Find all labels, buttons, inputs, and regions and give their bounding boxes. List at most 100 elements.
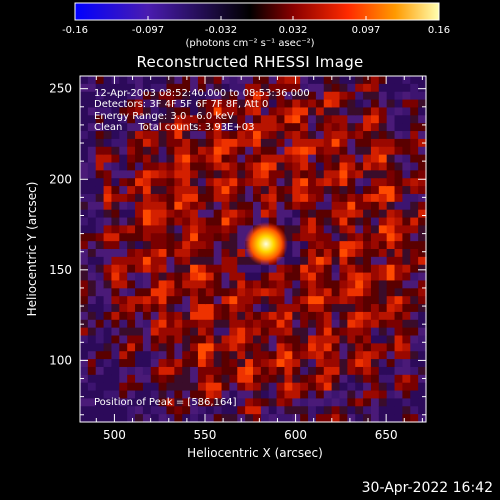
heatmap-cell bbox=[410, 91, 419, 101]
heatmap-cell bbox=[166, 154, 175, 164]
heatmap-cell bbox=[111, 343, 120, 352]
heatmap-cell bbox=[158, 256, 168, 266]
heatmap-cell bbox=[127, 366, 136, 376]
heatmap-cell bbox=[260, 170, 270, 179]
heatmap-cell bbox=[111, 162, 120, 171]
heatmap-cell bbox=[386, 170, 396, 179]
heatmap-cell bbox=[182, 193, 191, 203]
heatmap-cell bbox=[394, 304, 404, 313]
heatmap-cell bbox=[323, 123, 333, 132]
heatmap-cell bbox=[135, 162, 144, 171]
heatmap-cell bbox=[80, 138, 89, 148]
heatmap-cell bbox=[197, 131, 207, 140]
heatmap-cell bbox=[205, 186, 215, 195]
heatmap-cell bbox=[213, 123, 223, 132]
heatmap-cell bbox=[190, 249, 199, 258]
heatmap-cell bbox=[111, 288, 120, 297]
heatmap-cell bbox=[284, 209, 293, 219]
heatmap-cell bbox=[260, 217, 270, 227]
heatmap-cell bbox=[142, 327, 152, 337]
heatmap-cells bbox=[80, 76, 427, 423]
heatmap-cell bbox=[418, 131, 427, 140]
heatmap-cell bbox=[363, 162, 372, 171]
heatmap-cell bbox=[119, 327, 128, 337]
heatmap-cell bbox=[158, 107, 168, 116]
heatmap-cell bbox=[142, 366, 152, 376]
heatmap-cell bbox=[237, 162, 246, 171]
heatmap-cell bbox=[142, 272, 152, 282]
heatmap-cell bbox=[253, 115, 262, 124]
heatmap-cell bbox=[229, 366, 238, 376]
heatmap-cell bbox=[245, 123, 254, 132]
heatmap-cell bbox=[402, 351, 411, 360]
heatmap-cell bbox=[158, 241, 168, 250]
heatmap-cell bbox=[253, 343, 262, 352]
heatmap-cell bbox=[331, 264, 341, 274]
heatmap-cell bbox=[276, 359, 286, 368]
heatmap-cell bbox=[237, 351, 246, 360]
heatmap-cell bbox=[308, 131, 317, 140]
heatmap-cell bbox=[300, 201, 309, 211]
heatmap-cell bbox=[355, 209, 364, 219]
heatmap-cell bbox=[331, 91, 341, 101]
heatmap-cell bbox=[276, 351, 286, 360]
heatmap-cell bbox=[260, 414, 270, 423]
heatmap-cell bbox=[103, 406, 113, 415]
heatmap-cell bbox=[245, 343, 254, 352]
heatmap-cell bbox=[174, 162, 183, 171]
heatmap-cell bbox=[386, 296, 396, 305]
heatmap-cell bbox=[119, 335, 128, 344]
heatmap-cell bbox=[166, 264, 175, 274]
heatmap-cell bbox=[213, 414, 223, 423]
heatmap-cell bbox=[229, 311, 238, 321]
heatmap-cell bbox=[158, 359, 168, 368]
heatmap-cell bbox=[378, 107, 388, 116]
heatmap-cell bbox=[213, 335, 223, 344]
heatmap-cell bbox=[111, 382, 120, 392]
heatmap-cell bbox=[355, 154, 364, 164]
heatmap-cell bbox=[229, 264, 238, 274]
heatmap-cell bbox=[418, 170, 427, 179]
heatmap-cell bbox=[221, 382, 231, 392]
heatmap-cell bbox=[268, 264, 278, 274]
heatmap-cell bbox=[135, 249, 144, 258]
heatmap-cell bbox=[103, 217, 113, 227]
heatmap-cell bbox=[347, 335, 356, 344]
heatmap-cell bbox=[347, 146, 356, 156]
heatmap-cell bbox=[182, 351, 191, 360]
heatmap-cell bbox=[205, 76, 215, 85]
heatmap-cell bbox=[119, 201, 128, 211]
heatmap-cell bbox=[378, 327, 388, 337]
heatmap-cell bbox=[158, 280, 168, 289]
heatmap-cell bbox=[363, 91, 372, 101]
heatmap-cell bbox=[284, 406, 293, 415]
heatmap-cell bbox=[213, 319, 223, 329]
heatmap-cell bbox=[111, 359, 120, 368]
heatmap-cell bbox=[300, 241, 309, 250]
heatmap-cell bbox=[103, 186, 113, 195]
heatmap-cell bbox=[292, 76, 301, 85]
heatmap-cell bbox=[253, 280, 262, 289]
heatmap-cell bbox=[237, 264, 246, 274]
heatmap-cell bbox=[135, 186, 144, 195]
heatmap-cell bbox=[158, 123, 168, 132]
heatmap-cell bbox=[197, 335, 207, 344]
heatmap-cell bbox=[127, 406, 136, 415]
heatmap-cell bbox=[221, 225, 231, 234]
heatmap-cell bbox=[197, 138, 207, 148]
heatmap-cell bbox=[284, 83, 293, 93]
heatmap-cell bbox=[119, 374, 128, 384]
heatmap-cell bbox=[127, 319, 136, 329]
heatmap-cell bbox=[323, 280, 333, 289]
heatmap-cell bbox=[410, 296, 419, 305]
heatmap-cell bbox=[213, 264, 223, 274]
heatmap-cell bbox=[111, 296, 120, 305]
heatmap-cell bbox=[276, 186, 286, 195]
heatmap-cell bbox=[386, 327, 396, 337]
heatmap-cell bbox=[135, 76, 144, 85]
heatmap-cell bbox=[292, 131, 301, 140]
heatmap-cell bbox=[103, 398, 113, 407]
heatmap-cell bbox=[174, 359, 183, 368]
heatmap-cell bbox=[331, 296, 341, 305]
heatmap-cell bbox=[308, 359, 317, 368]
